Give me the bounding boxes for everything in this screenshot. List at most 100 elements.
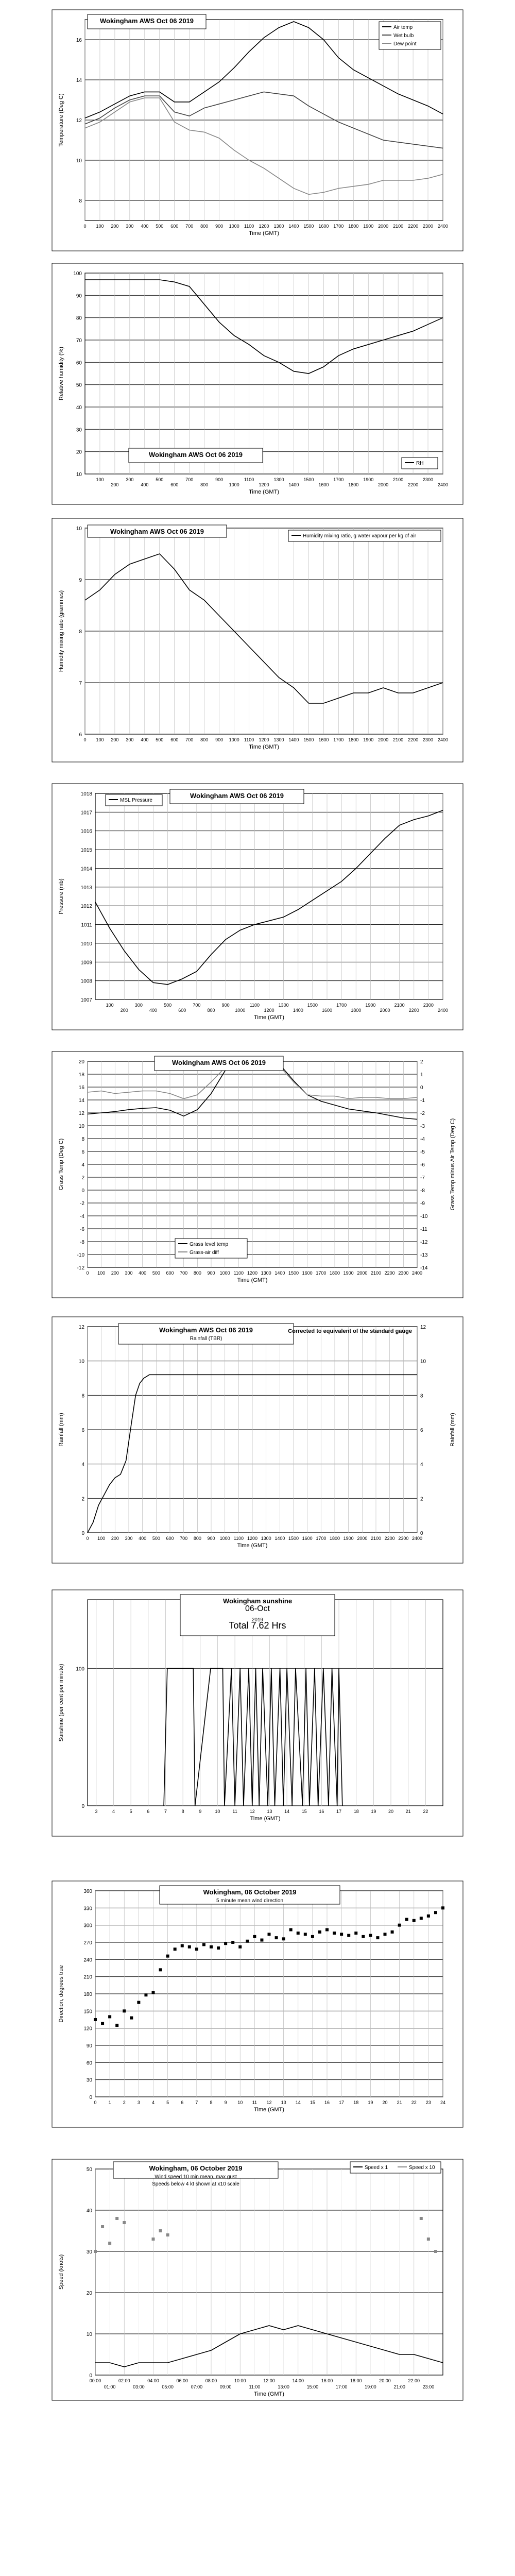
x-tick-label: 900 (207, 1270, 215, 1276)
legend: Speed x 1 Speed x 10 (350, 2161, 441, 2174)
x-tick-label: 1400 (274, 1536, 285, 1541)
x-axis-label: Time (GMT) (237, 1543, 268, 1549)
data-point (195, 1947, 198, 1951)
x-axis-label: Time (GMT) (249, 489, 279, 495)
x-axis: 0 100 200 300 400 500 600 700 800 900 1000 1100 1200… (86, 1327, 422, 1541)
x-tick-label: 2200 (385, 1270, 395, 1276)
y-tick-label: 0 (81, 1804, 84, 1809)
x-tick-label: 1000 (220, 1270, 230, 1276)
data-point (340, 1933, 344, 1936)
y-tick-label: 1018 (81, 791, 93, 797)
x-tick-label: 700 (180, 1536, 187, 1541)
x-tick-label: 700 (185, 224, 193, 229)
chart-title: Wokingham AWS Oct 06 2019 (100, 17, 194, 25)
x-tick-label: 1000 (220, 1536, 230, 1541)
y-tick-label: 0 (89, 2095, 92, 2100)
x-tick-label: 1800 (348, 737, 358, 742)
x-tick-label: 1000 (235, 1008, 245, 1013)
x-tick-label: 6 (147, 1809, 149, 1814)
y-tick-label: 40 (87, 2208, 93, 2214)
x-tick-label: 17 (336, 1809, 341, 1814)
x-tick-label: 1300 (261, 1536, 271, 1541)
x-tick-label: 1600 (318, 482, 329, 487)
x-tick-label: 7 (164, 1809, 167, 1814)
chart-total: Total 7.62 Hrs (229, 1620, 286, 1631)
x-tick-label: 300 (125, 1536, 132, 1541)
y-tick-label: 20 (76, 450, 82, 455)
legend-label: Grass level temp (190, 1242, 228, 1247)
x-tick-label: 1100 (234, 1536, 244, 1541)
x-tick-label: 1600 (302, 1536, 313, 1541)
y-tick-label: 1008 (81, 979, 93, 985)
data-point (296, 1931, 300, 1935)
y-axis-label: Direction, degrees true (58, 1965, 64, 2022)
rainfall-chart: 0 2 4 6 8 10 12 0 2 4 6 8 10 12 0 100 200 300 400 500 600 700… (52, 1316, 464, 1564)
x-tick-label: 100 (97, 1270, 105, 1276)
y-tick-label: 60 (76, 360, 82, 366)
title-box (180, 1594, 335, 1636)
y-axis-label: Pressure (mb) (58, 878, 64, 914)
x-tick-label: 1700 (333, 224, 344, 229)
x-tick-label: 10:00 (234, 2378, 246, 2383)
x-tick-label: 1300 (273, 737, 284, 742)
y-tick-label: 4 (81, 1462, 84, 1468)
x-tick-label: 500 (156, 737, 163, 742)
x-tick-label: 1100 (244, 477, 254, 482)
data-point (108, 2242, 112, 2245)
legend-box (288, 530, 441, 542)
y-tick-label: -4 (80, 1214, 84, 1219)
grass-chart-panel: -12 -10 -8 -6 -4 -2 0 2 4 6 8 10 12 14 16 18 20 -14 -13 -12… (52, 1051, 464, 1298)
x-tick-label: 1400 (288, 482, 299, 487)
x-tick-label: 2000 (378, 482, 388, 487)
x-tick-label: 1300 (273, 477, 284, 482)
y-tick-label: 8 (81, 1137, 84, 1142)
y-right-tick-label: -2 (420, 1111, 425, 1116)
data-point (412, 1919, 416, 1922)
x-tick-label: 200 (111, 224, 118, 229)
legend-label: Speed x 1 (365, 2165, 388, 2171)
data-point (173, 1947, 177, 1951)
x-tick-label: 800 (194, 1536, 201, 1541)
chart-title: Wokingham AWS Oct 06 2019 (149, 451, 243, 459)
data-point (238, 1945, 242, 1948)
y-right-tick-label: -3 (420, 1124, 425, 1129)
legend-label: RH (416, 461, 423, 466)
y-right-tick-label: -5 (420, 1149, 425, 1155)
x-tick-label: 1000 (229, 224, 239, 229)
series-line (163, 1668, 343, 1806)
data-point (115, 2024, 119, 2027)
legend-label: Humidity mixing ratio, g water vapour pe… (303, 533, 417, 539)
y-tick-label: 100 (73, 271, 82, 277)
y-tick-label: 70 (76, 338, 82, 344)
chart-subtitle: Rainfall (TBR) (190, 1336, 222, 1342)
x-tick-label: 02:00 (118, 2378, 130, 2383)
x-tick-label: 2 (123, 2100, 126, 2105)
y-tick-label: 0 (89, 2373, 92, 2379)
chart-title: Wokingham, 06 October 2019 (203, 1888, 296, 1896)
chart-subtitle: 5 minute mean wind direction (216, 1898, 283, 1904)
data-point (390, 1930, 394, 1934)
x-tick-label: 1600 (302, 1270, 313, 1276)
data-point (267, 1933, 271, 1936)
x-tick-label: 2200 (408, 224, 418, 229)
y-tick-label: 210 (83, 1975, 92, 1980)
data-point (434, 2250, 437, 2253)
x-tick-label: 2400 (438, 1008, 448, 1013)
data-point (289, 1928, 293, 1931)
x-tick-label: 600 (166, 1270, 174, 1276)
x-tick-label: 16 (324, 2100, 330, 2105)
x-tick-label: 1100 (244, 737, 254, 742)
y-right-tick-label: 2 (420, 1496, 423, 1502)
y-tick-label: -6 (80, 1227, 84, 1232)
x-axis: 00:00 02:00 04:00 06:00 08:00 10:00 12:00 14:00… (90, 2169, 434, 2389)
y-tick-label: 10 (79, 1359, 85, 1365)
x-tick-label: 600 (178, 1008, 186, 1013)
x-tick-label: 2200 (385, 1536, 395, 1541)
chart-title: Wokingham sunshine (223, 1597, 292, 1605)
data-point (94, 2018, 97, 2021)
legend-box (401, 457, 438, 469)
x-tick-label: 1100 (234, 1270, 244, 1276)
data-point (376, 1936, 380, 1940)
y-tick-label: 20 (79, 1059, 85, 1065)
y-tick-label: 10 (76, 526, 82, 532)
